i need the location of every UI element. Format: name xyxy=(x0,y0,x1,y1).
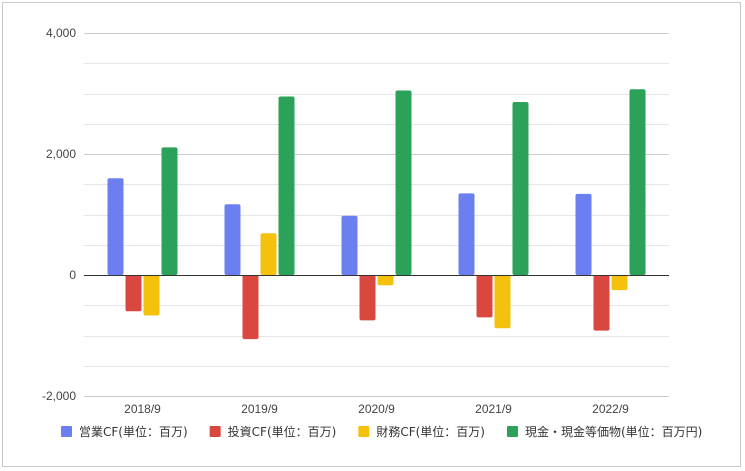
x-tick-label: 2019/9 xyxy=(241,402,278,416)
bar-1-2018-9 xyxy=(107,178,124,275)
bar-4-2020-9 xyxy=(395,90,412,275)
bar-4-2021-9 xyxy=(512,101,529,275)
bar-1-2021-9 xyxy=(458,193,475,275)
legend-label: 営業CF(単位：百万) xyxy=(79,424,188,439)
legend-item: 営業CF(単位：百万) xyxy=(61,424,188,439)
legend-swatch xyxy=(506,426,518,437)
y-tick-label: 0 xyxy=(69,268,76,282)
legend-label: 財務CF(単位：百万) xyxy=(376,424,485,439)
bar-2-2019-9 xyxy=(242,275,259,340)
bar-4-2018-9 xyxy=(161,147,178,275)
grid-layer xyxy=(84,33,669,397)
bar-1-2022-9 xyxy=(575,193,592,275)
legend-item: 財務CF(単位：百万) xyxy=(358,424,485,439)
x-tick-label: 2021/9 xyxy=(475,402,512,416)
bar-2-2022-9 xyxy=(593,275,610,331)
x-tick-label: 2018/9 xyxy=(124,402,161,416)
bar-3-2019-9 xyxy=(260,233,277,275)
y-tick-label: -2,000 xyxy=(42,389,76,403)
legend-label: 現金・現金等価物(単位：百万円) xyxy=(525,424,702,439)
axis-layer: 4,000 2,000 0 -2,000 2018/9 2019/9 2020/9 2021/… xyxy=(42,26,669,416)
chart-frame: 4,000 2,000 0 -2,000 2018/9 2019/9 2020/9 2021/… xyxy=(2,2,741,467)
y-tick-label: 4,000 xyxy=(46,26,76,40)
y-tick-label: 2,000 xyxy=(46,147,76,161)
legend-swatch xyxy=(209,426,221,437)
bar-2-2018-9 xyxy=(125,275,142,312)
legend-item: 現金・現金等価物(単位：百万円) xyxy=(506,424,702,439)
legend-label: 投資CF(単位：百万) xyxy=(228,424,337,439)
x-tick-label: 2020/9 xyxy=(358,402,395,416)
bar-1-2019-9 xyxy=(224,204,241,275)
x-tick-label: 2022/9 xyxy=(592,402,629,416)
legend: 営業CF(単位：百万) 投資CF(単位：百万) 財務CF(単位：百万) 現金・現金等価… xyxy=(61,424,702,439)
bar-2-2020-9 xyxy=(359,275,376,321)
legend-swatch xyxy=(61,426,72,437)
bar-2-2021-9 xyxy=(476,275,493,318)
bar-3-2021-9 xyxy=(494,275,511,329)
bar-layer xyxy=(107,89,646,340)
legend-item: 投資CF(単位：百万) xyxy=(209,424,337,439)
cash-flow-bar-chart: 4,000 2,000 0 -2,000 2018/9 2019/9 2020/9 2021/… xyxy=(42,26,702,439)
bar-3-2018-9 xyxy=(143,275,160,316)
bar-1-2020-9 xyxy=(341,215,358,275)
bar-4-2022-9 xyxy=(629,89,646,275)
bar-4-2019-9 xyxy=(278,96,295,276)
legend-swatch xyxy=(358,426,370,437)
bar-3-2022-9 xyxy=(611,275,628,291)
bar-3-2020-9 xyxy=(377,275,394,286)
